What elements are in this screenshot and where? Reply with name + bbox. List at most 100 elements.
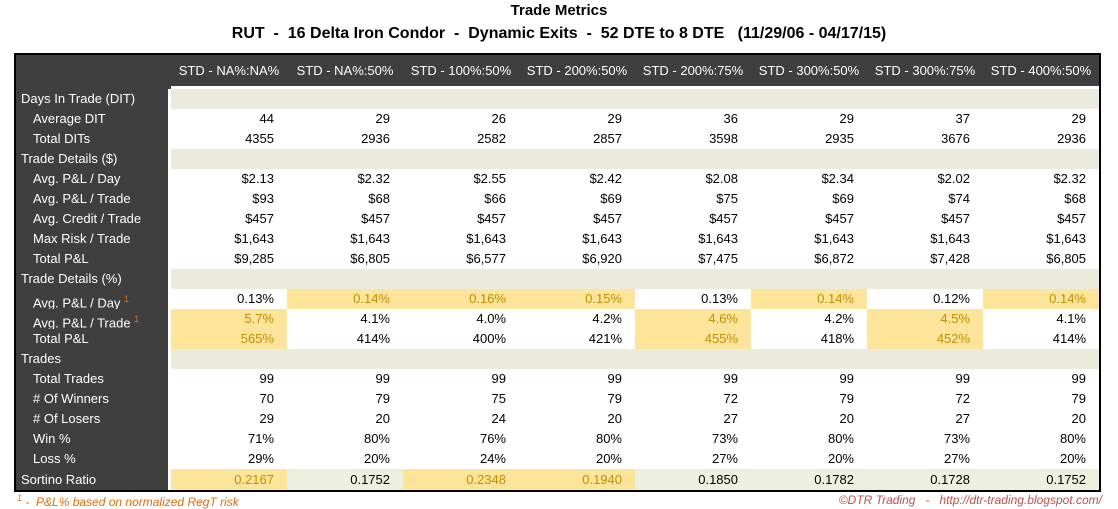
- section-label: Trade Details (%): [16, 269, 171, 289]
- row-label: Avg. Credit / Trade: [16, 209, 171, 229]
- data-cell: 36: [635, 109, 751, 129]
- data-cell: 29: [287, 109, 403, 129]
- data-cell: 72: [635, 389, 751, 409]
- table-corner: [16, 55, 171, 89]
- data-cell: 70: [171, 389, 287, 409]
- data-cell: 79: [519, 389, 635, 409]
- data-cell: 3598: [635, 129, 751, 149]
- data-cell: $457: [867, 209, 983, 229]
- row-label: Avg. P&L / Trade 1: [16, 309, 171, 329]
- data-cell: 79: [983, 389, 1099, 409]
- data-cell: 0.1782: [751, 469, 867, 490]
- data-cell: 0.1752: [287, 469, 403, 490]
- data-cell: 71%: [171, 429, 287, 449]
- column-header: STD - 100%:50%: [403, 55, 519, 89]
- data-cell: $93: [171, 189, 287, 209]
- credit-line: ©DTR Trading - http://dtr-trading.blogsp…: [838, 493, 1102, 507]
- data-cell: $1,643: [403, 229, 519, 249]
- data-cell: 4.2%: [751, 309, 867, 329]
- data-cell: 0.14%: [751, 289, 867, 309]
- data-cell: $74: [867, 189, 983, 209]
- data-cell: $75: [635, 189, 751, 209]
- data-cell: 20: [287, 409, 403, 429]
- data-cell: $6,577: [403, 249, 519, 269]
- column-header: STD - 300%:50%: [751, 55, 867, 89]
- data-cell: 3676: [867, 129, 983, 149]
- data-cell: $2.13: [171, 169, 287, 189]
- data-cell: 20%: [287, 449, 403, 469]
- data-cell: 5.7%: [171, 309, 287, 329]
- data-cell: 414%: [287, 329, 403, 349]
- footnote-marker: 1: [17, 493, 23, 503]
- data-cell: $68: [983, 189, 1099, 209]
- data-cell: 414%: [983, 329, 1099, 349]
- data-cell: 79: [751, 389, 867, 409]
- data-cell: 4.6%: [635, 309, 751, 329]
- data-cell: $7,475: [635, 249, 751, 269]
- section-band: [171, 269, 1099, 289]
- row-label: Win %: [16, 429, 171, 449]
- data-cell: 29: [983, 109, 1099, 129]
- footnote: 1 - P&L% based on normalized RegT risk: [17, 493, 239, 509]
- data-cell: 29: [519, 109, 635, 129]
- data-cell: $6,805: [983, 249, 1099, 269]
- data-cell: 27: [635, 409, 751, 429]
- data-cell: $2.02: [867, 169, 983, 189]
- data-cell: $1,643: [983, 229, 1099, 249]
- data-cell: 20%: [983, 449, 1099, 469]
- data-cell: 80%: [519, 429, 635, 449]
- row-label: Total Trades: [16, 369, 171, 389]
- data-cell: 0.1728: [867, 469, 983, 490]
- footnote-ref: 1: [134, 314, 140, 324]
- data-cell: 0.1850: [635, 469, 751, 490]
- data-cell: 0.16%: [403, 289, 519, 309]
- row-label: Total DITs: [16, 129, 171, 149]
- data-cell: 452%: [867, 329, 983, 349]
- data-cell: 73%: [635, 429, 751, 449]
- data-cell: 76%: [403, 429, 519, 449]
- row-label: Avg. P&L / Trade: [16, 189, 171, 209]
- data-cell: 99: [171, 369, 287, 389]
- column-header: STD - 300%:75%: [867, 55, 983, 89]
- data-cell: 79: [287, 389, 403, 409]
- data-cell: 20: [983, 409, 1099, 429]
- data-cell: $457: [403, 209, 519, 229]
- column-header: STD - NA%:NA%: [171, 55, 287, 89]
- page-subtitle: RUT - 16 Delta Iron Condor - Dynamic Exi…: [231, 25, 887, 42]
- footnote-text: - P&L% based on normalized RegT risk: [22, 495, 239, 509]
- data-cell: 75: [403, 389, 519, 409]
- data-cell: 29: [171, 409, 287, 429]
- data-cell: 20: [519, 409, 635, 429]
- data-cell: 99: [983, 369, 1099, 389]
- data-cell: $6,920: [519, 249, 635, 269]
- data-cell: $9,285: [171, 249, 287, 269]
- data-cell: $2.34: [751, 169, 867, 189]
- column-header: STD - 200%:75%: [635, 55, 751, 89]
- column-header: STD - 400%:50%: [983, 55, 1099, 89]
- section-label: Trades: [16, 349, 171, 369]
- data-cell: $6,872: [751, 249, 867, 269]
- data-cell: 27%: [635, 449, 751, 469]
- row-label: # Of Losers: [16, 409, 171, 429]
- data-cell: 27: [867, 409, 983, 429]
- data-cell: 0.14%: [983, 289, 1099, 309]
- data-cell: $1,643: [751, 229, 867, 249]
- row-label: Total P&L: [16, 249, 171, 269]
- data-cell: $1,643: [519, 229, 635, 249]
- data-cell: 565%: [171, 329, 287, 349]
- data-cell: $457: [287, 209, 403, 229]
- data-cell: 4.1%: [287, 309, 403, 329]
- row-label: Max Risk / Trade: [16, 229, 171, 249]
- data-cell: 20: [751, 409, 867, 429]
- column-header: STD - NA%:50%: [287, 55, 403, 89]
- data-cell: 29: [751, 109, 867, 129]
- data-cell: 0.12%: [867, 289, 983, 309]
- data-cell: 0.1752: [983, 469, 1099, 490]
- data-cell: $457: [751, 209, 867, 229]
- data-cell: $68: [287, 189, 403, 209]
- data-cell: $2.55: [403, 169, 519, 189]
- data-cell: 4.1%: [983, 309, 1099, 329]
- data-cell: 27%: [867, 449, 983, 469]
- column-header: STD - 200%:50%: [519, 55, 635, 89]
- data-cell: 421%: [519, 329, 635, 349]
